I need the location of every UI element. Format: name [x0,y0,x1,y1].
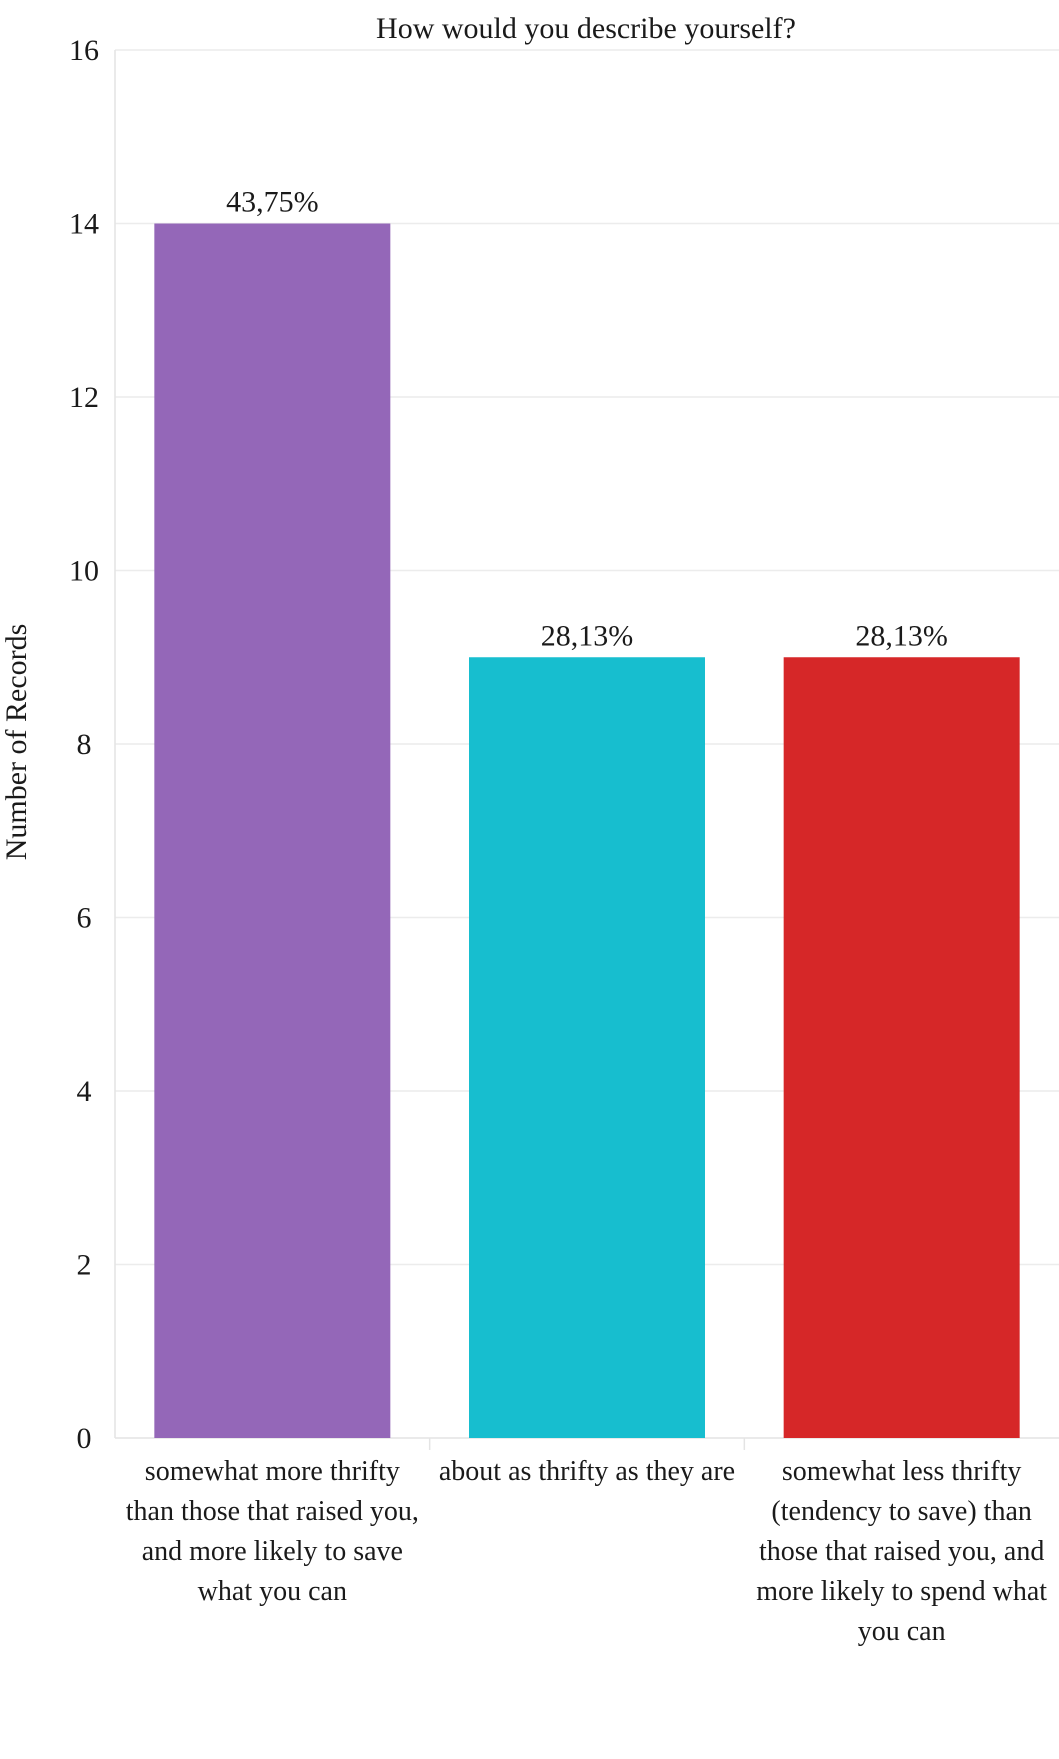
data-label: 28,13% [541,619,634,652]
chart-title: How would you describe yourself? [376,12,796,45]
category-label: somewhat more thrifty than those that ra… [125,1456,419,1607]
y-axis-label: Number of Records [0,624,33,861]
data-label: 43,75% [226,186,319,219]
category-label: about as thrifty as they are [438,1456,736,1487]
bar [154,223,391,1438]
data-label: 28,13% [855,619,948,652]
y-tick-label: 4 [77,1075,92,1108]
bars [154,223,1020,1438]
y-tick-label: 6 [77,902,92,935]
y-tick-label: 14 [69,208,99,241]
y-tick-label: 8 [77,728,92,761]
y-tick-labels: 0 2 4 6 8 10 12 14 16 [69,34,99,1455]
y-tick-label: 2 [77,1249,92,1282]
y-tick-label: 0 [77,1422,92,1455]
bar [783,657,1020,1438]
y-tick-label: 12 [69,381,99,414]
category-label: somewhat less thrifty (tendency to save)… [756,1456,1048,1647]
data-labels: 43,75% 28,13% 28,13% [226,186,948,653]
y-tick-label: 10 [69,555,99,588]
bar [469,657,705,1438]
y-tick-label: 16 [69,34,99,67]
